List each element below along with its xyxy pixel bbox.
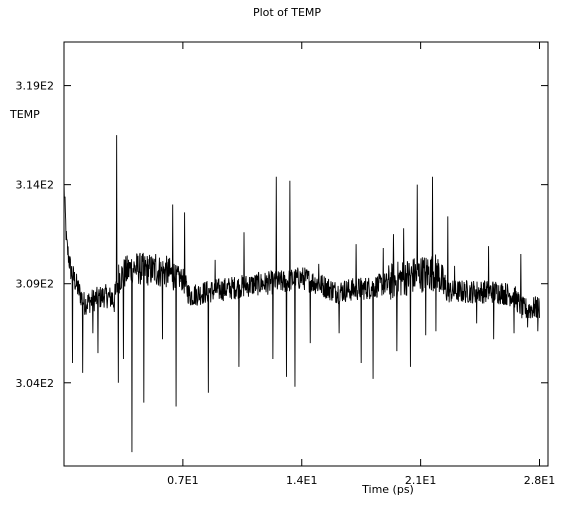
y-ticks: 3.04E2 3.09E2 3.14E2 3.19E2 (16, 80, 548, 390)
chart-title: Plot of TEMP (253, 6, 321, 19)
y-axis-label: TEMP (9, 108, 40, 121)
temp-series-line (63, 135, 540, 453)
y-tick-label: 3.04E2 (16, 377, 54, 390)
plot-frame (63, 41, 549, 467)
x-tick-label: 2.8E1 (524, 474, 555, 487)
x-tick-label: 2.1E1 (405, 474, 436, 487)
y-tick-label: 3.14E2 (16, 179, 54, 192)
x-ticks: 0.7E1 1.4E1 2.1E1 2.8E1 (167, 42, 555, 487)
y-tick-label: 3.19E2 (16, 80, 54, 93)
y-tick-label: 3.09E2 (16, 278, 54, 291)
x-tick-label: 1.4E1 (286, 474, 317, 487)
x-tick-label: 0.7E1 (167, 474, 198, 487)
x-axis-label: Time (ps) (361, 483, 414, 496)
